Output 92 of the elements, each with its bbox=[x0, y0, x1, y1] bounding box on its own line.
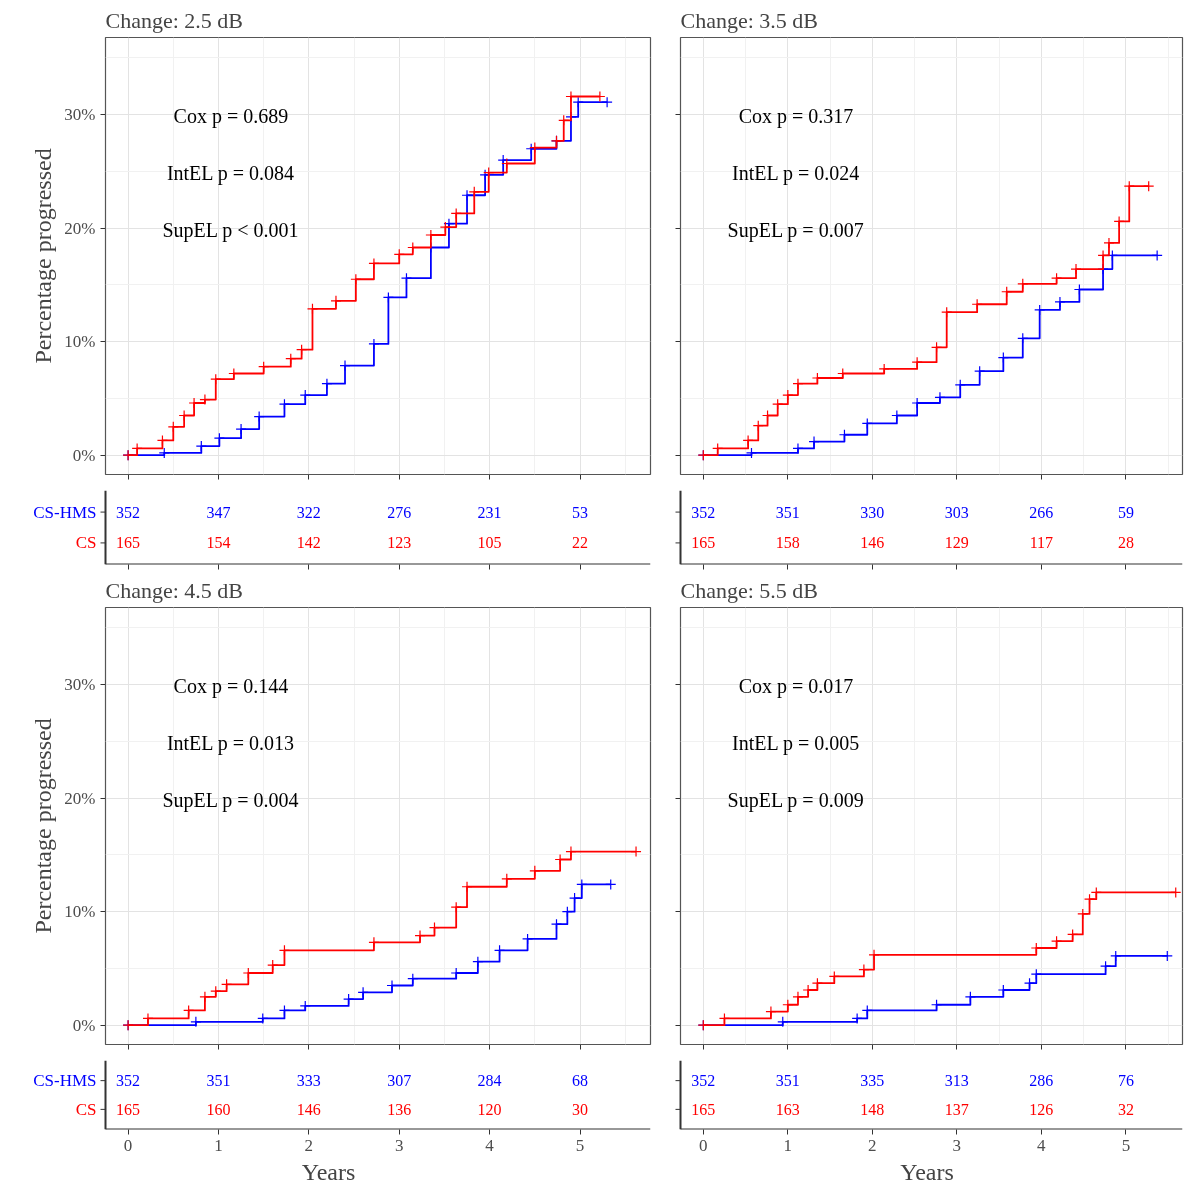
x-tick-label: 4 bbox=[1037, 1135, 1047, 1155]
text: 126 bbox=[1029, 1100, 1054, 1118]
text: 117 bbox=[1029, 534, 1054, 552]
text: CS-HMS bbox=[33, 502, 97, 522]
text: 266 bbox=[1029, 503, 1054, 521]
text: 165 bbox=[116, 534, 141, 552]
text: 146 bbox=[296, 1100, 321, 1118]
annotation: IntEL p = 0.005 bbox=[732, 731, 860, 755]
x-tick-label: 1 bbox=[214, 1135, 223, 1155]
annotation: Cox p = 0.689 bbox=[173, 105, 289, 129]
text: CS bbox=[75, 1099, 97, 1119]
text: 22 bbox=[572, 534, 588, 552]
x-tick-label: 5 bbox=[575, 1135, 585, 1155]
text: 351 bbox=[775, 503, 800, 521]
x-tick-label: 2 bbox=[304, 1135, 314, 1155]
x-tick-label: 4 bbox=[485, 1135, 495, 1155]
text: 352 bbox=[116, 503, 141, 521]
text: 142 bbox=[296, 534, 321, 552]
y-tick-label: 20% bbox=[64, 788, 96, 808]
y-tick-label: 10% bbox=[64, 902, 96, 922]
text: 158 bbox=[775, 534, 800, 552]
text: 148 bbox=[860, 1100, 885, 1118]
text: 231 bbox=[477, 503, 502, 521]
x-tick-label: 3 bbox=[952, 1135, 962, 1155]
y-tick-label: 10% bbox=[64, 332, 96, 352]
text: 303 bbox=[944, 503, 969, 521]
text: 163 bbox=[775, 1100, 800, 1118]
text: 68 bbox=[572, 1072, 588, 1090]
y-tick-label: 0% bbox=[72, 1015, 96, 1035]
text: 137 bbox=[944, 1100, 969, 1118]
chart-title: Change: 5.5 dB bbox=[680, 577, 818, 603]
annotation: Cox p = 0.017 bbox=[738, 675, 854, 699]
text: CS bbox=[75, 533, 97, 553]
annotation: Cox p = 0.144 bbox=[173, 675, 289, 699]
chart-title: Change: 4.5 dB bbox=[105, 577, 243, 603]
text: 123 bbox=[387, 534, 412, 552]
annotation: SupEL p = 0.007 bbox=[727, 218, 864, 242]
text: 129 bbox=[944, 534, 969, 552]
y-tick-label: 20% bbox=[64, 218, 96, 238]
annotation: IntEL p = 0.084 bbox=[166, 161, 295, 185]
x-axis-title: Years bbox=[301, 1158, 356, 1185]
text: 307 bbox=[387, 1072, 412, 1090]
text: 165 bbox=[691, 1100, 716, 1118]
text: 335 bbox=[860, 1072, 885, 1090]
text: 286 bbox=[1029, 1072, 1054, 1090]
x-tick-label: 5 bbox=[1121, 1135, 1131, 1155]
text: 347 bbox=[206, 503, 231, 521]
text: 322 bbox=[296, 503, 321, 521]
text: 160 bbox=[206, 1100, 231, 1118]
y-tick-label: 0% bbox=[72, 445, 96, 465]
text: 351 bbox=[775, 1072, 800, 1090]
x-tick-label: 0 bbox=[123, 1135, 133, 1155]
annotation: SupEL p = 0.009 bbox=[727, 788, 864, 812]
annotation: IntEL p = 0.013 bbox=[166, 731, 295, 755]
text: 313 bbox=[944, 1072, 969, 1090]
text: 28 bbox=[1117, 534, 1134, 552]
text: 154 bbox=[206, 534, 231, 552]
text: 32 bbox=[1117, 1100, 1134, 1118]
text: 165 bbox=[116, 1100, 141, 1118]
annotation: Cox p = 0.317 bbox=[738, 105, 854, 129]
y-tick-label: 30% bbox=[64, 675, 96, 695]
x-tick-label: 1 bbox=[783, 1135, 793, 1155]
text: 120 bbox=[477, 1100, 502, 1118]
text: 146 bbox=[860, 534, 885, 552]
text: 59 bbox=[1117, 503, 1134, 521]
annotation: SupEL p < 0.001 bbox=[162, 218, 299, 242]
x-tick-label: 2 bbox=[868, 1135, 877, 1155]
text: 330 bbox=[860, 503, 885, 521]
x-tick-label: 0 bbox=[699, 1135, 708, 1155]
annotation: IntEL p = 0.024 bbox=[732, 161, 860, 185]
text: CS-HMS bbox=[33, 1071, 97, 1091]
text: 352 bbox=[691, 503, 716, 521]
text: 284 bbox=[477, 1072, 502, 1090]
annotation: SupEL p = 0.004 bbox=[162, 788, 299, 812]
text: 352 bbox=[116, 1072, 141, 1090]
text: 136 bbox=[387, 1100, 412, 1118]
chart-title: Change: 2.5 dB bbox=[105, 7, 243, 33]
x-tick-label: 3 bbox=[394, 1135, 404, 1155]
y-axis-title: Percentage progressed bbox=[30, 718, 57, 934]
text: 351 bbox=[206, 1072, 231, 1090]
text: 30 bbox=[572, 1100, 588, 1118]
y-tick-label: 30% bbox=[64, 105, 96, 125]
y-axis-title: Percentage progressed bbox=[30, 148, 57, 364]
text: 105 bbox=[477, 534, 502, 552]
text: 276 bbox=[387, 503, 412, 521]
text: 165 bbox=[691, 534, 716, 552]
text: 53 bbox=[572, 503, 588, 521]
text: 76 bbox=[1117, 1072, 1134, 1090]
text: 352 bbox=[691, 1072, 716, 1090]
chart-title: Change: 3.5 dB bbox=[680, 7, 818, 33]
text: 333 bbox=[296, 1072, 321, 1090]
x-axis-title: Years bbox=[900, 1158, 954, 1185]
